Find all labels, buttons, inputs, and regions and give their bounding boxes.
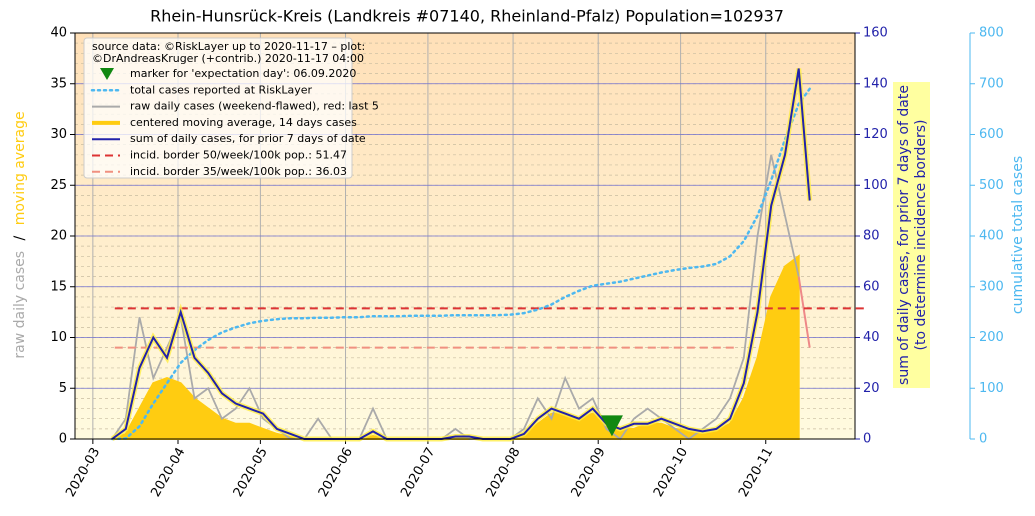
legend-title: ©DrAndreasKruger (+contrib.) 2020-11-17 … — [92, 52, 364, 65]
y-label-raw: raw daily cases — [12, 251, 28, 359]
plot-frame — [74, 32, 856, 440]
y2-label-box — [893, 82, 930, 388]
y-tick-label: 10 — [50, 330, 67, 345]
y2-tick-label: 40 — [863, 330, 880, 345]
x-tick-label: 2020-07 — [398, 445, 438, 500]
y3-tick-label: 300 — [979, 279, 1004, 294]
chart-title: Rhein-Hunsrück-Kreis (Landkreis #07140, … — [150, 7, 784, 26]
legend-marker — [100, 68, 114, 80]
y3-tick-label: 100 — [979, 381, 1004, 396]
y2-label: (to determine incidence borders) — [913, 120, 929, 351]
y-tick-label: 0 — [59, 432, 67, 447]
x-tick-label: 2020-09 — [569, 445, 609, 500]
y3-tick-label: 600 — [979, 127, 1004, 142]
y2-tick-label: 0 — [863, 432, 871, 447]
x-tick-label: 2020-11 — [736, 445, 776, 500]
y-label-ma: moving average — [12, 111, 28, 225]
sum-line — [111, 68, 811, 440]
legend-label: centered moving average, 14 days cases — [130, 116, 357, 129]
legend-label: incid. border 35/week/100k pop.: 36.03 — [130, 165, 347, 178]
x-tick-label: 2020-03 — [63, 445, 103, 500]
x-tick-label: 2020-08 — [483, 445, 523, 500]
x-tick-label: 2020-06 — [316, 445, 356, 500]
y-tick-label: 20 — [50, 229, 67, 244]
legend-label: raw daily cases (weekend-flawed), red: l… — [130, 100, 379, 113]
y2-tick-label: 160 — [863, 26, 888, 41]
raw-last — [797, 276, 811, 348]
y-tick-label: 35 — [50, 76, 67, 91]
y2-tick-label: 140 — [863, 76, 888, 91]
y-tick-label: 30 — [50, 127, 67, 142]
raw-line — [111, 154, 800, 441]
x-tick-label: 2020-10 — [651, 445, 691, 500]
y3-label: cumulative total cases — [1010, 156, 1026, 314]
y-tick-label: 15 — [50, 279, 67, 294]
y3-tick-label: 800 — [979, 26, 1004, 41]
y2-tick-label: 60 — [863, 279, 880, 294]
legend-title: source data: ©RiskLayer up to 2020-11-17… — [92, 40, 365, 53]
cumulative-line — [110, 87, 811, 441]
y2-tick-label: 120 — [863, 127, 888, 142]
legend-label: marker for 'expectation day': 06.09.2020 — [130, 67, 356, 80]
legend-label: incid. border 50/week/100k pop.: 51.47 — [130, 149, 347, 162]
y3-tick-label: 0 — [979, 432, 987, 447]
y2-tick-label: 80 — [863, 229, 880, 244]
y2-tick-label: 20 — [863, 381, 880, 396]
y2-label: sum of daily cases, for prior 7 days of … — [896, 85, 912, 385]
y-tick-label: 40 — [50, 26, 67, 41]
legend-box — [83, 37, 353, 179]
legend-label: sum of daily cases, for prior 7 days of … — [130, 132, 366, 145]
y2-tick-label: 100 — [863, 178, 888, 193]
y-tick-label: 25 — [50, 178, 67, 193]
y3-tick-label: 500 — [979, 178, 1004, 193]
x-tick-label: 2020-04 — [148, 445, 188, 500]
x-tick-label: 2020-05 — [231, 445, 271, 500]
y3-tick-label: 400 — [979, 229, 1004, 244]
legend-label: total cases reported at RiskLayer — [130, 83, 313, 96]
y3-tick-label: 700 — [979, 76, 1004, 91]
y-label: raw daily cases / moving average — [12, 111, 28, 358]
expectation-marker — [600, 415, 623, 437]
y-tick-label: 5 — [59, 381, 67, 396]
y-label-sep: / — [12, 235, 28, 240]
y3-tick-label: 200 — [979, 330, 1004, 345]
